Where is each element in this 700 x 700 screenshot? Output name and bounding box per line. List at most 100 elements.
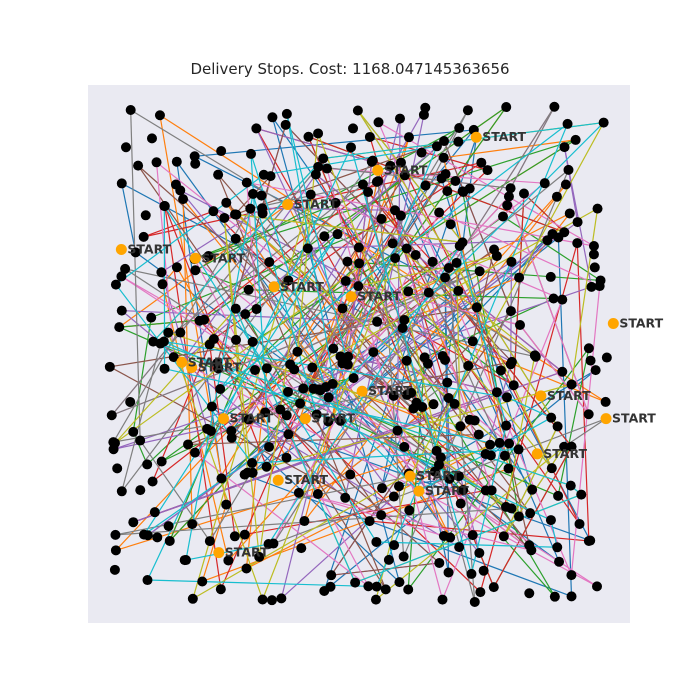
stop-point [428, 399, 439, 410]
stop-point [159, 363, 170, 374]
stop-point [455, 498, 466, 509]
stop-point [183, 439, 194, 450]
route-segment-4 [312, 388, 395, 497]
route-segment-3 [406, 169, 488, 249]
stop-point [163, 327, 174, 338]
stop-point [370, 594, 381, 605]
stop-point [164, 535, 175, 546]
stop-point [245, 203, 256, 214]
stop-point [364, 516, 375, 527]
stops [104, 101, 612, 607]
stop-point [371, 536, 382, 547]
stop-point [546, 412, 557, 423]
route-segment-9 [250, 153, 270, 447]
stop-point [398, 551, 409, 562]
route-segment-6 [326, 168, 444, 600]
stop-point [357, 179, 368, 190]
stop-point [318, 153, 329, 164]
start-point [299, 413, 311, 425]
stop-point [563, 164, 574, 175]
start-point [470, 131, 482, 143]
route-segment-9 [185, 543, 269, 561]
stop-point [495, 365, 506, 376]
route-segment-6 [194, 258, 257, 310]
stop-point [423, 287, 434, 298]
stop-point [478, 565, 489, 576]
stop-point [114, 322, 125, 333]
stop-point [438, 530, 449, 541]
stop-point [348, 373, 359, 384]
route-segment-7 [124, 268, 536, 358]
stop-point [491, 251, 502, 262]
stop-point [583, 535, 594, 546]
stop-point [364, 131, 375, 142]
stop-point [212, 358, 223, 369]
stop-point [548, 293, 559, 304]
stop-point [194, 315, 205, 326]
route-segment-8 [167, 332, 264, 600]
stop-point [140, 210, 151, 221]
stop-point [110, 279, 121, 290]
stop-point [142, 530, 153, 541]
stop-point [508, 380, 519, 391]
route-segment-5 [109, 366, 382, 516]
route-segment-0 [194, 155, 459, 292]
route-segment-3 [234, 489, 486, 537]
stop-point [190, 265, 201, 276]
stop-point [458, 484, 469, 495]
route-segment-4 [133, 371, 563, 523]
stop-point [313, 128, 324, 139]
stop-point [147, 476, 158, 487]
stop-point [133, 160, 144, 171]
route-segment-4 [315, 174, 563, 373]
stop-point [239, 529, 250, 540]
stop-point [600, 396, 611, 407]
stop-point [545, 271, 556, 282]
stop-point [125, 396, 136, 407]
route-segment-8 [258, 194, 312, 558]
stop-point [353, 281, 364, 292]
stop-point [221, 197, 232, 208]
stop-point [588, 240, 599, 251]
stop-point [431, 141, 442, 152]
stop-point [505, 306, 516, 317]
stop-point [368, 347, 379, 358]
stop-point [557, 366, 568, 377]
stop-point [159, 201, 170, 212]
stop-point [389, 540, 400, 551]
stop-point [163, 521, 174, 532]
stop-point [256, 190, 267, 201]
stop-point [406, 387, 417, 398]
start-label: START [368, 383, 412, 398]
stop-point [376, 213, 387, 224]
route-segment-7 [318, 166, 511, 189]
stop-point [204, 536, 215, 547]
stop-point [485, 450, 496, 461]
stop-point [454, 123, 465, 134]
stop-point [570, 134, 581, 145]
stop-point [422, 358, 433, 369]
stop-point [354, 258, 365, 269]
route-segment-6 [444, 359, 510, 444]
stop-point [345, 469, 356, 480]
stop-point [243, 414, 254, 425]
stop-point [442, 186, 453, 197]
start-label: START [230, 411, 274, 426]
stop-point [335, 351, 346, 362]
stop-point [352, 105, 363, 116]
route-segment-2 [502, 216, 601, 281]
stop-point [388, 390, 399, 401]
stop-point [152, 532, 163, 543]
stop-point [506, 503, 517, 514]
stop-point [246, 148, 257, 159]
stop-point [230, 303, 241, 314]
stop-point [307, 362, 318, 373]
stop-point [223, 555, 234, 566]
stop-point [513, 511, 524, 522]
stop-point [353, 242, 364, 253]
stop-point [231, 334, 242, 345]
route-segment-1 [245, 368, 268, 569]
route-segment-3 [308, 136, 565, 233]
route-segment-2 [347, 261, 601, 282]
stop-point [410, 249, 421, 260]
